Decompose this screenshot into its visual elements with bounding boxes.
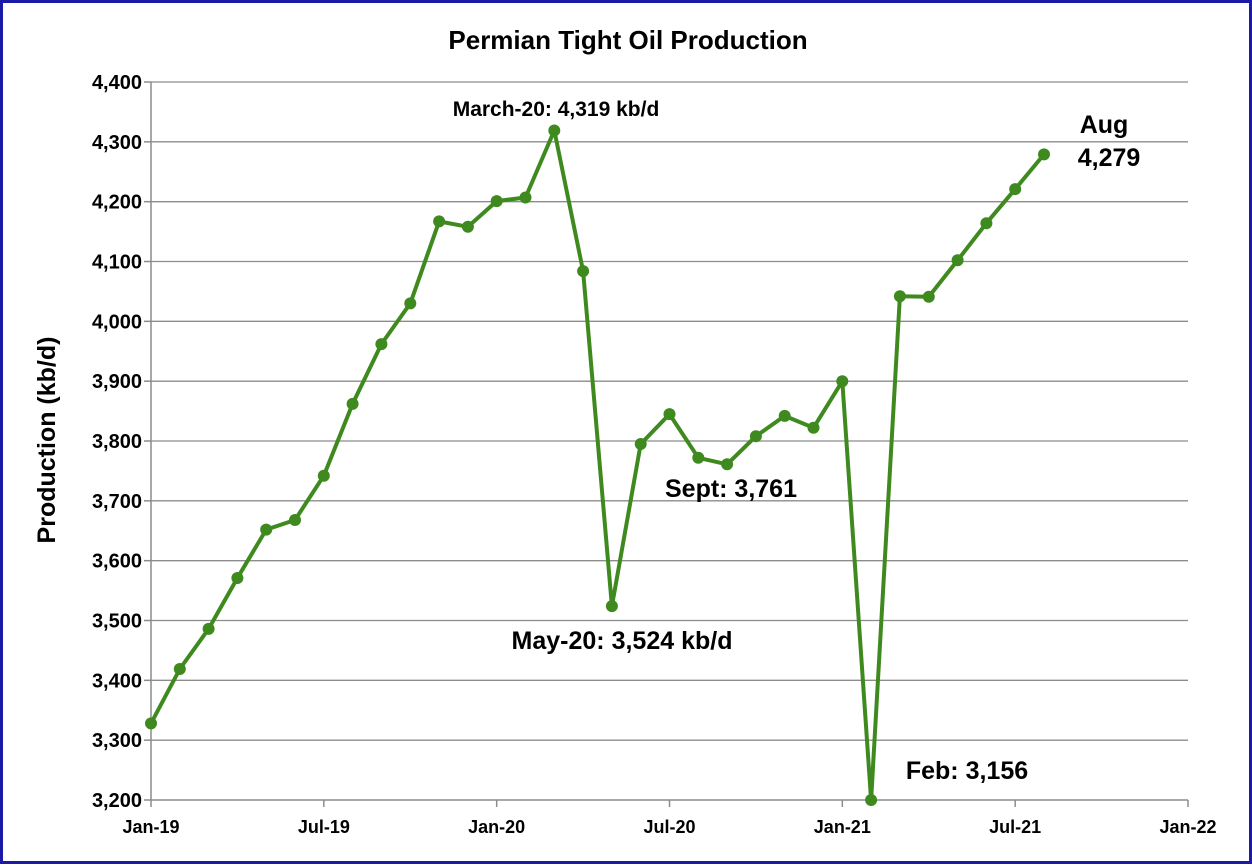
data-point (951, 254, 964, 267)
data-point (778, 409, 791, 422)
line-chart: Permian Tight Oil Production Production … (33, 25, 1217, 837)
data-point (260, 523, 273, 536)
y-tick-label: 4,200 (92, 192, 142, 214)
data-point (346, 397, 359, 410)
x-tick-label: Jul-19 (298, 817, 350, 837)
data-point (605, 600, 618, 613)
data-point (173, 663, 186, 675)
data-point (980, 217, 993, 230)
data-point (922, 290, 935, 303)
y-tick-label: 3,500 (92, 611, 142, 633)
data-point (145, 717, 157, 730)
data-point (1038, 148, 1050, 161)
data-point (433, 215, 446, 228)
y-tick-label: 4,000 (92, 311, 142, 333)
annotation-aug-value: 4,279 (1078, 144, 1141, 172)
data-point (375, 338, 388, 351)
y-tick-label: 3,900 (92, 371, 142, 393)
data-point (663, 408, 676, 421)
x-tick-label: Jan-19 (122, 817, 179, 837)
data-point (865, 794, 878, 806)
x-tick-label: Jan-20 (468, 817, 525, 837)
data-point (692, 451, 705, 464)
data-point (807, 421, 820, 434)
data-point (749, 430, 762, 443)
data-point (1009, 183, 1022, 196)
y-tick-label: 3,300 (92, 730, 142, 752)
gridlines (151, 81, 1188, 741)
data-point (317, 469, 330, 482)
y-tick-label: 3,800 (92, 431, 142, 453)
data-point (634, 438, 647, 450)
series-line (149, 128, 1046, 802)
data-point (202, 622, 215, 635)
data-point (721, 458, 734, 471)
y-tick-label: 3,600 (92, 551, 142, 573)
y-axis-label: Production (kb/d) (33, 337, 61, 544)
series-production (145, 124, 1050, 806)
y-tick-label: 3,700 (92, 491, 142, 513)
data-point (231, 572, 244, 584)
annotations: March-20: 4,319 kb/d Aug 4,279 May-20: 3… (453, 98, 1141, 785)
annotation-aug-label: Aug (1080, 111, 1129, 139)
data-point (519, 191, 532, 204)
y-tick-label: 3,400 (92, 670, 142, 692)
axes (144, 81, 1189, 807)
chart-title: Permian Tight Oil Production (448, 25, 807, 55)
x-tick-label: Jan-22 (1159, 817, 1216, 837)
x-tick-label: Jul-21 (989, 817, 1041, 837)
x-tick-label: Jul-20 (643, 817, 695, 837)
data-point (404, 297, 417, 310)
y-tick-label: 3,200 (92, 790, 142, 812)
y-tick-labels: 3,200 3,300 3,400 3,500 3,600 3,700 3,800 3,900… (92, 72, 142, 812)
x-tick-labels: Jan-19 Jul-19 Jan-20 Jul-20 Jan-21 Jul-21 Jan-… (122, 817, 1216, 837)
x-tick-label: Jan-21 (814, 817, 871, 837)
y-tick-label: 4,300 (92, 132, 142, 154)
data-point (461, 220, 474, 233)
annotation-sept: Sept: 3,761 (665, 475, 797, 503)
data-point (893, 290, 906, 303)
annotation-feb: Feb: 3,156 (906, 757, 1028, 785)
data-point (490, 195, 503, 208)
data-point (836, 375, 849, 388)
data-point (289, 514, 301, 526)
annotation-may-20: May-20: 3,524 kb/d (512, 627, 733, 655)
data-point (577, 265, 590, 278)
annotation-march-20: March-20: 4,319 kb/d (453, 98, 660, 121)
y-tick-label: 4,100 (92, 252, 142, 274)
data-point (548, 124, 561, 137)
y-tick-label: 4,400 (92, 72, 142, 94)
